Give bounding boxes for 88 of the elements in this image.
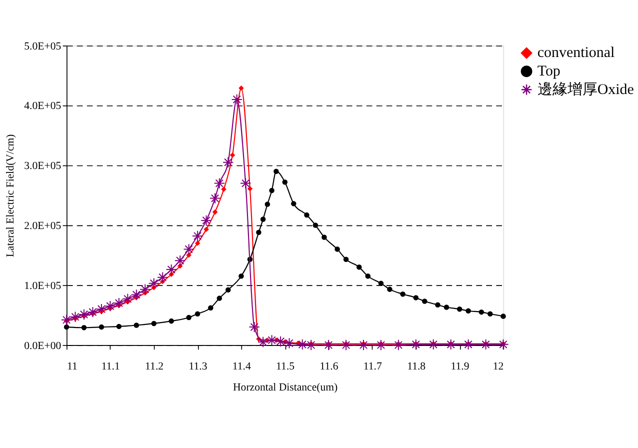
point — [238, 274, 244, 279]
point — [64, 324, 70, 330]
point — [208, 305, 214, 311]
point — [466, 308, 471, 314]
y-tick-label: 0.0E+00 — [24, 340, 62, 352]
point — [225, 287, 231, 293]
point — [168, 318, 174, 324]
x-tick-label: 11.3 — [188, 360, 208, 373]
y-tick-label: 4.0E+05 — [24, 100, 62, 112]
point — [312, 222, 318, 228]
point — [274, 168, 279, 174]
point — [214, 178, 225, 189]
point — [231, 94, 242, 106]
point — [291, 201, 296, 206]
point — [81, 325, 87, 330]
legend-label: conventional — [537, 45, 615, 62]
x-tick-label: 11.6 — [320, 360, 339, 373]
x-axis-title: Horzontal Distance(um) — [232, 381, 338, 394]
x-tick-label: 11.5 — [276, 360, 295, 373]
point — [248, 321, 260, 333]
point — [194, 240, 200, 246]
point — [98, 324, 104, 330]
legend-label: Top — [537, 64, 560, 80]
point — [488, 311, 493, 316]
x-tick-label: 11.9 — [450, 360, 470, 373]
point — [116, 324, 122, 330]
point — [222, 156, 234, 168]
point — [480, 338, 492, 350]
point — [134, 322, 140, 328]
y-tick-label: 2.0E+05 — [24, 220, 62, 232]
point — [204, 226, 209, 232]
point — [498, 338, 509, 350]
point — [186, 314, 192, 320]
point — [445, 338, 456, 350]
point — [282, 179, 288, 185]
point — [435, 302, 440, 308]
point — [322, 234, 327, 240]
y-tick-label: 1.0E+05 — [24, 280, 62, 292]
point — [378, 280, 384, 286]
x-tick-label: 12 — [492, 360, 504, 373]
point — [422, 298, 428, 304]
point — [200, 214, 212, 226]
point — [387, 286, 392, 292]
point — [230, 152, 236, 158]
point — [304, 212, 310, 218]
x-tick-label: 11.8 — [407, 360, 426, 373]
point — [456, 306, 462, 312]
legend-label: 邊緣增厚Oxide — [537, 80, 634, 98]
point — [410, 338, 422, 350]
x-tick-label: 11.7 — [363, 360, 382, 373]
point — [221, 186, 226, 192]
point — [296, 338, 308, 350]
point — [284, 338, 295, 349]
point — [240, 178, 252, 189]
point — [209, 192, 221, 204]
point — [264, 202, 270, 207]
y-tick-label: 3.0E+05 — [24, 160, 62, 172]
x-tick-label: 11.4 — [232, 360, 252, 373]
y-axis-title: Lateral Electric Field(V/cm) — [4, 134, 16, 258]
point — [256, 230, 262, 236]
point — [334, 246, 340, 252]
x-tick-label: 11 — [66, 360, 78, 373]
point — [238, 85, 244, 91]
point — [343, 256, 349, 262]
point — [151, 320, 157, 326]
point — [274, 336, 286, 348]
point — [400, 291, 406, 297]
x-tick-label: 11.2 — [145, 360, 164, 373]
x-tick-label: 11.1 — [101, 360, 120, 373]
point — [478, 309, 484, 315]
point — [413, 295, 419, 300]
point — [500, 314, 506, 319]
point — [174, 254, 186, 266]
point — [444, 304, 450, 310]
point — [247, 186, 253, 192]
point — [462, 338, 474, 350]
point — [365, 274, 370, 279]
point — [166, 264, 177, 276]
point — [192, 230, 204, 242]
point — [428, 338, 439, 350]
point — [212, 209, 218, 215]
y-tick-label: 5.0E+05 — [24, 40, 62, 52]
point — [260, 216, 266, 222]
point — [356, 264, 362, 270]
point — [216, 296, 222, 301]
point — [183, 244, 194, 255]
point — [269, 188, 274, 194]
point — [194, 311, 200, 316]
